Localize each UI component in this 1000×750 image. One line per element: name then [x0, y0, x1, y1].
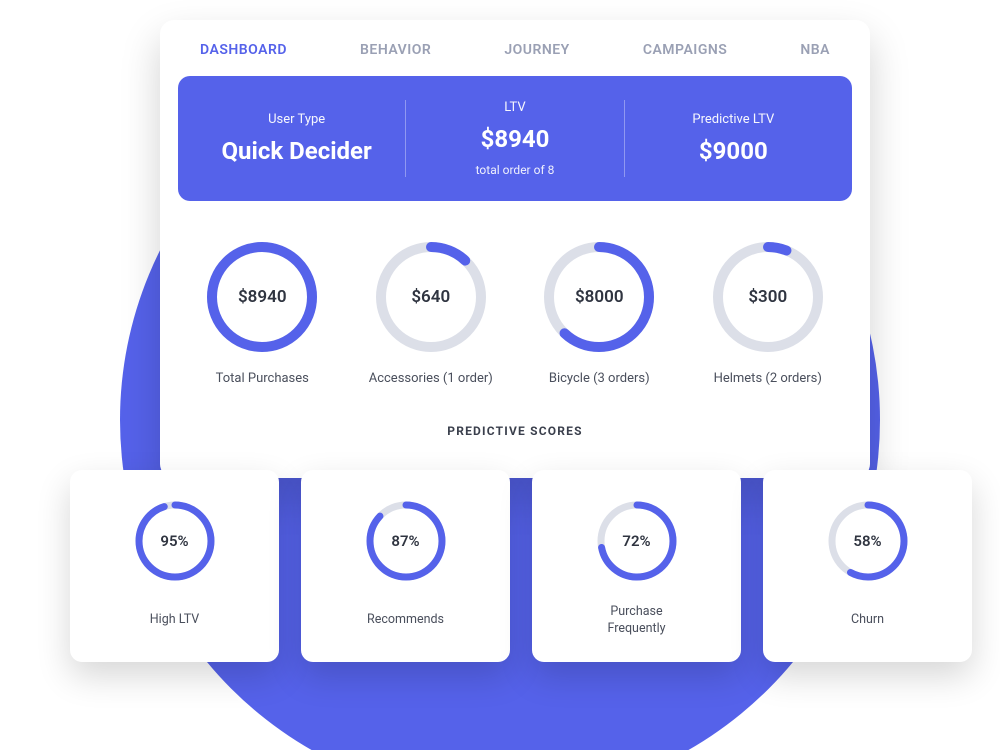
gauge-ring: $8940 [202, 237, 322, 357]
predictive-scores-title: PREDICTIVE SCORES [160, 424, 870, 438]
dashboard-card: DASHBOARD BEHAVIOR JOURNEY CAMPAIGNS NBA… [160, 20, 870, 478]
tab-nba[interactable]: NBA [800, 42, 830, 58]
hero-predictive-value: $9000 [637, 137, 830, 165]
score-card-recommends: 87% Recommends [301, 470, 510, 662]
tab-campaigns[interactable]: CAMPAIGNS [643, 42, 728, 58]
gauge-ring: $8000 [539, 237, 659, 357]
hero-user-type-value: Quick Decider [200, 137, 393, 165]
purchase-gauges-row: $8940 Total Purchases $640 Accessories (… [160, 201, 870, 396]
score-card-high-ltv: 95% High LTV [70, 470, 279, 662]
gauge-total-purchases: $8940 Total Purchases [178, 237, 347, 386]
gauge-value: $8940 [202, 237, 322, 357]
score-value: 95% [130, 496, 220, 586]
gauge-ring: $640 [371, 237, 491, 357]
hero-banner: User Type Quick Decider LTV $8940 total … [178, 76, 852, 201]
hero-user-type-label: User Type [200, 112, 393, 127]
hero-user-type: User Type Quick Decider [188, 100, 405, 177]
score-caption: Churn [851, 604, 884, 636]
score-ring: 95% [130, 496, 220, 586]
hero-predictive-label: Predictive LTV [637, 112, 830, 127]
score-value: 87% [361, 496, 451, 586]
hero-ltv: LTV $8940 total order of 8 [405, 100, 623, 177]
score-caption: High LTV [150, 604, 200, 636]
tab-dashboard[interactable]: DASHBOARD [200, 42, 287, 58]
score-card-purchase-frequently: 72% Purchase Frequently [532, 470, 741, 662]
hero-ltv-value: $8940 [418, 125, 611, 153]
gauge-caption: Bicycle (3 orders) [549, 371, 650, 386]
score-ring: 58% [823, 496, 913, 586]
score-card-churn: 58% Churn [763, 470, 972, 662]
hero-ltv-label: LTV [418, 100, 611, 115]
score-value: 72% [592, 496, 682, 586]
gauge-caption: Total Purchases [216, 371, 309, 386]
score-ring: 72% [592, 496, 682, 586]
score-value: 58% [823, 496, 913, 586]
hero-ltv-sub: total order of 8 [418, 163, 611, 177]
gauge-caption: Accessories (1 order) [369, 371, 493, 386]
gauge-value: $640 [371, 237, 491, 357]
gauge-ring: $300 [708, 237, 828, 357]
gauge-bicycle: $8000 Bicycle (3 orders) [515, 237, 684, 386]
gauge-value: $300 [708, 237, 828, 357]
score-caption: Recommends [367, 604, 444, 636]
tab-behavior[interactable]: BEHAVIOR [360, 42, 431, 58]
gauge-caption: Helmets (2 orders) [714, 371, 822, 386]
score-ring: 87% [361, 496, 451, 586]
gauge-value: $8000 [539, 237, 659, 357]
tab-bar: DASHBOARD BEHAVIOR JOURNEY CAMPAIGNS NBA [160, 20, 870, 76]
hero-predictive-ltv: Predictive LTV $9000 [624, 100, 842, 177]
predictive-scores-row: 95% High LTV 87% Recommends 72% Purchase… [70, 470, 972, 662]
gauge-accessories: $640 Accessories (1 order) [347, 237, 516, 386]
gauge-helmets: $300 Helmets (2 orders) [684, 237, 853, 386]
score-caption: Purchase Frequently [607, 604, 665, 638]
tab-journey[interactable]: JOURNEY [504, 42, 569, 58]
